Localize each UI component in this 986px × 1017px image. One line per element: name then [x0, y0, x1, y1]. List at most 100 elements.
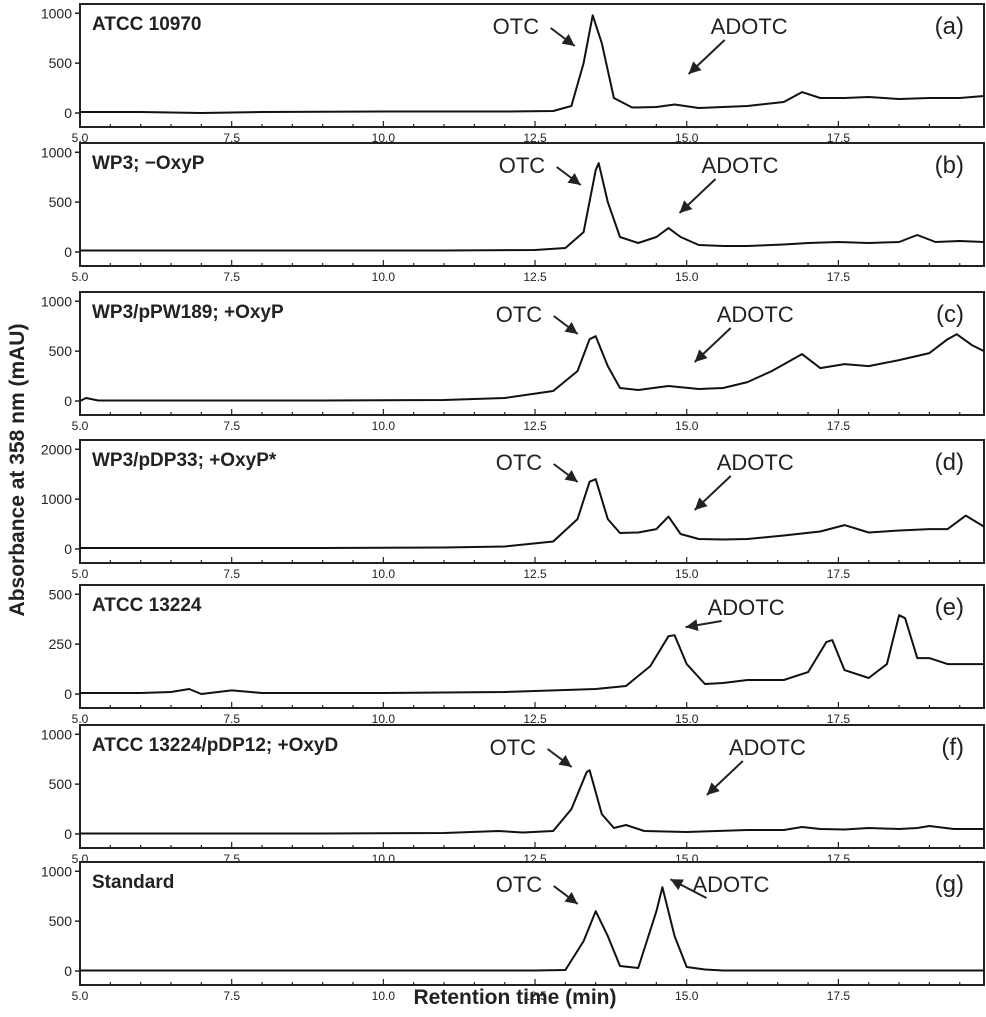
sample-label: Standard: [92, 872, 174, 893]
adotc-annotation: ADOTC: [717, 302, 794, 327]
annotation-arrow-head: [679, 200, 693, 213]
y-tick-label: 500: [49, 194, 73, 210]
x-tick-label: 15.0: [675, 712, 699, 726]
annotation-arrow-head: [685, 619, 699, 631]
chart-panel-a: 0 500 1000 5.0 7.5 10.0 12.5 15.0 17.5 ATCC 10970…: [41, 3, 985, 145]
x-tick-label: 15.0: [675, 567, 699, 581]
x-tick-label: 17.5: [827, 989, 851, 1003]
annotation-arrow-head: [706, 782, 720, 795]
sample-label: WP3/pPW189; +OxyP: [92, 302, 284, 323]
x-tick-label: 7.5: [223, 567, 240, 581]
y-tick-label: 0: [64, 686, 72, 702]
sample-label: ATCC 13224: [92, 595, 202, 616]
y-tick-label: 0: [64, 826, 72, 842]
adotc-annotation: ADOTC: [711, 14, 788, 39]
y-tick-label: 500: [49, 55, 73, 71]
plot-frame: [79, 439, 985, 564]
y-tick-label: 500: [49, 586, 73, 602]
chromatogram-line: [80, 769, 984, 835]
x-tick-label: 7.5: [223, 989, 240, 1003]
x-tick-label: 15.0: [675, 852, 699, 866]
x-tick-label: 17.5: [827, 712, 851, 726]
x-tick-label: 17.5: [827, 567, 851, 581]
x-tick-label: 12.5: [523, 419, 547, 433]
y-tick-label: 0: [64, 244, 72, 260]
otc-annotation: OTC: [499, 153, 546, 178]
x-tick-label: 15.0: [675, 131, 699, 145]
x-tick-label: 17.5: [827, 852, 851, 866]
otc-annotation: OTC: [496, 450, 543, 475]
adotc-annotation: ADOTC: [702, 153, 779, 178]
x-tick-label: 10.0: [372, 270, 396, 284]
panel-tag: (e): [935, 594, 964, 621]
panel-tag: (c): [936, 301, 964, 328]
x-tick-label: 17.5: [827, 419, 851, 433]
x-tick-label: 5.0: [72, 712, 89, 726]
x-tick-label: 10.0: [372, 131, 396, 145]
annotation-arrow-head: [567, 173, 581, 185]
x-axis-title: Retention time (min): [413, 986, 617, 1009]
x-tick-label: 12.5: [523, 852, 547, 866]
x-tick-label: 10.0: [372, 567, 396, 581]
y-tick-label: 0: [64, 393, 72, 409]
chart-panel-e: 0 250 500 5.0 7.5 10.0 12.5 15.0 17.5 ATCC 13224 (…: [49, 584, 985, 726]
adotc-annotation: ADOTC: [729, 735, 806, 760]
x-tick-label: 7.5: [223, 131, 240, 145]
annotation-arrow-head: [564, 322, 578, 334]
plot-frame: [79, 724, 985, 849]
y-tick-label: 1000: [41, 144, 72, 160]
annotation-arrow-head: [564, 470, 578, 482]
adotc-annotation: ADOTC: [692, 872, 769, 897]
x-tick-label: 10.0: [372, 852, 396, 866]
x-tick-label: 7.5: [223, 852, 240, 866]
plot-frame: [79, 142, 985, 267]
x-tick-label: 5.0: [72, 989, 89, 1003]
annotation-arrow-head: [564, 892, 578, 904]
sample-label: WP3; −OxyP: [92, 153, 205, 174]
x-tick-label: 12.5: [523, 131, 547, 145]
x-tick-label: 5.0: [72, 419, 89, 433]
x-tick-label: 15.0: [675, 270, 699, 284]
x-tick-label: 12.5: [523, 567, 547, 581]
annotation-arrow-head: [558, 755, 572, 767]
x-tick-label: 7.5: [223, 270, 240, 284]
adotc-annotation: ADOTC: [717, 450, 794, 475]
chromatogram-line: [80, 162, 985, 252]
annotation-arrow-head: [561, 34, 575, 46]
otc-annotation: OTC: [490, 735, 537, 760]
annotation-arrow-head: [694, 349, 708, 362]
sample-label: ATCC 10970: [92, 14, 201, 35]
chart-panel-c: 0 500 1000 5.0 7.5 10.0 12.5 15.0 17.5 WP3/pPW189…: [41, 291, 985, 433]
sample-label: WP3/pDP33; +OxyP*: [92, 450, 277, 471]
y-tick-label: 0: [64, 105, 72, 121]
x-tick-label: 10.0: [372, 419, 396, 433]
panel-tag: (a): [935, 13, 964, 40]
y-tick-label: 500: [49, 776, 73, 792]
chart-panel-d: 0 1000 2000 5.0 7.5 10.0 12.5 15.0 17.5 WP3/pDP33…: [41, 439, 985, 581]
otc-annotation: OTC: [496, 872, 543, 897]
annotation-arrow-head: [688, 61, 702, 74]
x-tick-label: 12.5: [523, 989, 547, 1003]
x-tick-label: 12.5: [523, 270, 547, 284]
sample-label: ATCC 13224/pDP12; +OxyD: [92, 735, 338, 756]
y-tick-label: 1000: [41, 293, 72, 309]
plot-frame: [79, 584, 985, 709]
x-tick-label: 15.0: [675, 419, 699, 433]
y-tick-label: 1000: [41, 863, 72, 879]
x-tick-label: 7.5: [223, 712, 240, 726]
chart-panel-g: 0 500 1000 5.0 7.5 10.0 12.5 15.0 17.5 Standard (g…: [41, 861, 985, 1003]
y-tick-label: 250: [49, 636, 73, 652]
annotation-arrow-head: [670, 879, 684, 891]
otc-annotation: OTC: [496, 302, 543, 327]
x-tick-label: 12.5: [523, 712, 547, 726]
annotation-arrow-head: [694, 497, 708, 510]
y-tick-label: 0: [64, 963, 72, 979]
chromatogram-line: [80, 14, 985, 114]
panel-tag: (d): [935, 449, 964, 476]
panel-tag: (f): [941, 734, 964, 761]
x-tick-label: 7.5: [223, 419, 240, 433]
chart-panel-b: 0 500 1000 5.0 7.5 10.0 12.5 15.0 17.5 WP3; −OxyP…: [41, 142, 985, 284]
panel-tag: (g): [935, 871, 964, 898]
y-tick-label: 500: [49, 343, 73, 359]
plot-frame: [79, 3, 985, 128]
